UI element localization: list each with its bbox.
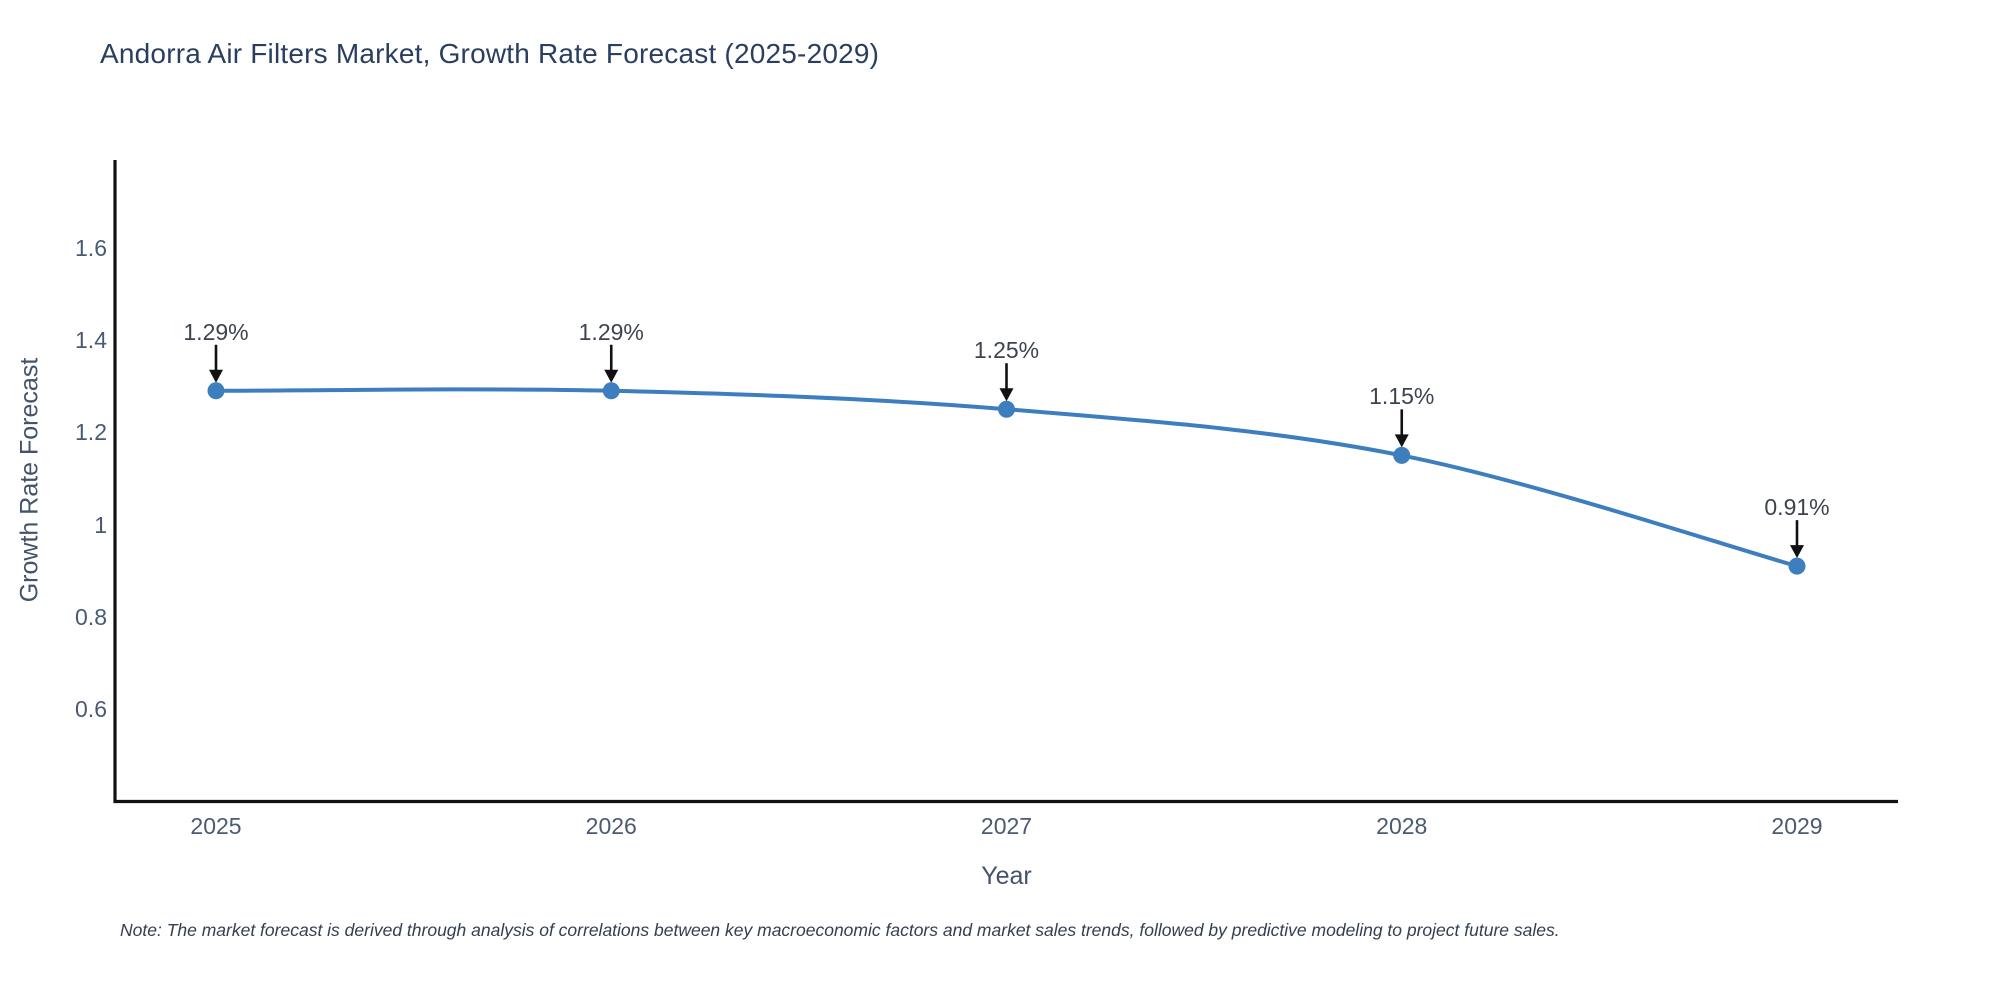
x-tick-label: 2026 bbox=[585, 813, 637, 839]
x-axis-title: Year bbox=[981, 862, 1032, 890]
data-point-marker bbox=[1393, 446, 1411, 464]
data-point-marker bbox=[998, 400, 1015, 418]
annotation-arrow-head bbox=[209, 369, 223, 383]
axis-spines bbox=[113, 160, 1898, 804]
annotation-arrow-head bbox=[604, 369, 619, 383]
x-tick-label: 2029 bbox=[1771, 813, 1823, 839]
point-annotation-label: 1.15% bbox=[1369, 383, 1435, 410]
annotation-arrow-head bbox=[1394, 434, 1409, 448]
data-point-marker bbox=[207, 382, 225, 400]
annotation-arrow-head bbox=[999, 388, 1014, 402]
x-tick-label: 2028 bbox=[1376, 813, 1428, 839]
point-annotation-label: 1.29% bbox=[578, 318, 644, 345]
y-tick-label: 1 bbox=[94, 511, 107, 538]
y-tick-label: 1.4 bbox=[75, 326, 107, 353]
data-point-marker bbox=[602, 382, 620, 400]
x-tick-label: 2027 bbox=[980, 813, 1033, 839]
y-tick-label: 1.2 bbox=[75, 419, 107, 446]
point-annotation-label: 0.91% bbox=[1764, 494, 1830, 521]
y-axis-title: Growth Rate Forecast bbox=[15, 357, 44, 603]
y-tick-label: 0.8 bbox=[75, 603, 107, 630]
y-tick-label: 1.6 bbox=[75, 234, 107, 261]
y-tick-label: 0.6 bbox=[75, 696, 107, 723]
data-point-marker bbox=[1788, 557, 1806, 575]
point-annotation-label: 1.29% bbox=[183, 318, 249, 345]
annotation-arrow-head bbox=[1790, 545, 1804, 559]
chart-title: Andorra Air Filters Market, Growth Rate … bbox=[100, 38, 880, 69]
x-tick-label: 2025 bbox=[190, 813, 242, 839]
point-annotation-label: 1.25% bbox=[973, 337, 1040, 364]
footnote: Note: The market forecast is derived thr… bbox=[120, 920, 1560, 940]
